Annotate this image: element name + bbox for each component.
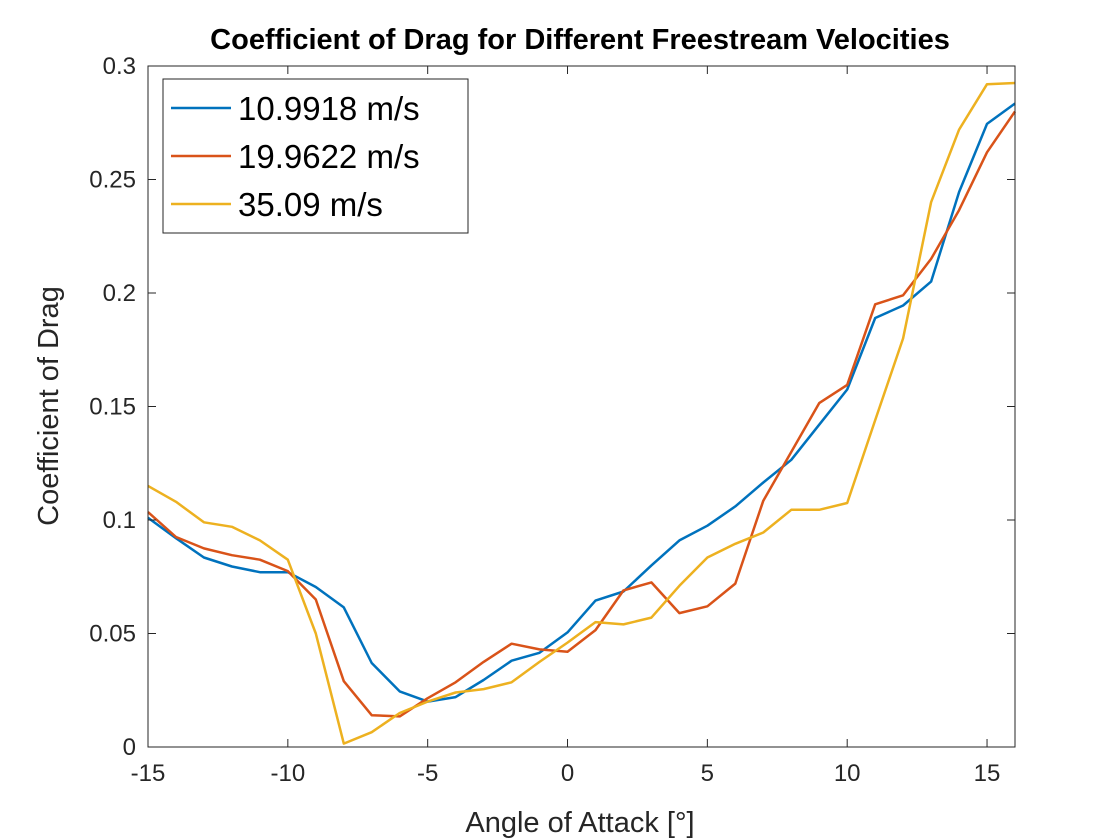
series-line-3 xyxy=(147,81,1016,745)
y-tick-label: 0 xyxy=(123,734,136,761)
legend: 10.9918 m/s 19.9622 m/s 35.09 m/s xyxy=(162,78,469,234)
legend-label-series-3: 35.09 m/s xyxy=(238,186,383,223)
y-tick-label: 0.15 xyxy=(89,394,136,421)
x-tick-label: -5 xyxy=(417,760,438,787)
y-tick-label: 0.25 xyxy=(89,167,136,194)
chart-title: Coefficient of Drag for Different Freest… xyxy=(210,24,950,56)
x-tick-label: 15 xyxy=(974,760,1001,787)
y-tick-label: 0.2 xyxy=(103,280,136,307)
x-tick-label: -15 xyxy=(131,760,166,787)
x-axis-label: Angle of Attack [°] xyxy=(465,807,694,839)
y-tick-labels: 0 0.05 0.1 0.15 0.2 0.25 0.3 xyxy=(89,53,136,761)
x-tick-label: 5 xyxy=(701,760,714,787)
y-tick-label: 0.1 xyxy=(103,507,136,534)
y-axis-label: Coefficient of Drag xyxy=(33,286,65,526)
series-layer xyxy=(147,81,1017,745)
legend-label-series-1: 10.9918 m/s xyxy=(238,90,420,127)
legend-label-series-2: 19.9622 m/s xyxy=(238,138,420,175)
y-tick-label: 0.05 xyxy=(89,621,136,648)
y-tick-label: 0.3 xyxy=(103,53,136,80)
axes-layer xyxy=(147,65,1016,748)
series-line-2 xyxy=(147,110,1017,718)
x-tick-labels: -15 -10 -5 0 5 10 15 xyxy=(131,760,1001,787)
x-tick-label: 0 xyxy=(561,760,574,787)
x-tick-label: -10 xyxy=(270,760,305,787)
x-tick-label: 10 xyxy=(834,760,861,787)
